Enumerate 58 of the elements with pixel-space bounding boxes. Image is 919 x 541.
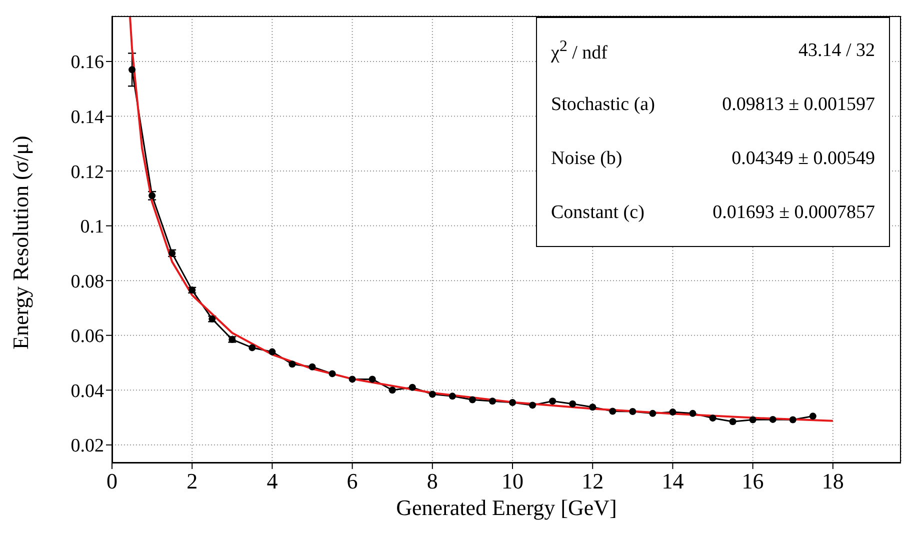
annotation: 0.09813 ± 0.001597 — [722, 94, 875, 116]
x-tick-label: 6 — [346, 468, 358, 494]
point — [569, 400, 576, 408]
point — [509, 398, 516, 406]
point — [729, 418, 736, 426]
point — [468, 396, 476, 404]
point — [589, 404, 596, 411]
x-tick-label: 4 — [266, 468, 278, 494]
annotation: Constant (c) — [551, 202, 644, 224]
x-tick-label: 16 — [742, 468, 764, 494]
x-tick-label: 18 — [822, 468, 844, 494]
point — [408, 384, 416, 391]
y-tick-label: 0.14 — [70, 106, 104, 128]
y-tick-label: 0.16 — [70, 52, 104, 74]
point — [368, 376, 376, 383]
point — [669, 408, 676, 416]
y-tick-label: 0.04 — [70, 380, 104, 402]
point — [549, 398, 556, 405]
point — [649, 410, 656, 417]
point — [709, 414, 716, 422]
point — [348, 376, 356, 383]
point — [609, 408, 616, 415]
point — [749, 416, 756, 424]
y-axis-title: Energy Resolution (σ/μ) — [8, 136, 33, 350]
point — [689, 410, 696, 417]
point — [268, 348, 276, 356]
point — [769, 416, 776, 423]
x-tick-label: 10 — [502, 468, 524, 494]
point — [629, 408, 636, 416]
y-tick-label: 0.12 — [70, 162, 104, 183]
y-tick-label: 0.1 — [80, 216, 104, 238]
x-tick-label: 12 — [582, 468, 604, 494]
y-tick-label: 0.06 — [70, 326, 104, 348]
point — [388, 386, 396, 394]
x-tick-label: 14 — [662, 468, 684, 494]
annotation: Stochastic (a) — [551, 94, 655, 116]
y-tick-label: 0.02 — [70, 436, 104, 457]
annotation: Noise (b) — [551, 148, 622, 170]
annotation: 0.01693 ± 0.0007857 — [712, 202, 875, 224]
point — [529, 402, 536, 409]
point — [488, 398, 496, 405]
point — [448, 392, 456, 400]
point — [288, 360, 296, 368]
x-axis-title: Generated Energy [GeV] — [396, 495, 617, 520]
annotation: 0.04349 ± 0.00549 — [732, 148, 875, 170]
point — [308, 363, 316, 370]
x-tick-label: 8 — [426, 468, 438, 494]
point — [328, 370, 336, 378]
point — [809, 412, 816, 420]
y-tick-label: 0.08 — [70, 271, 104, 292]
point — [789, 416, 796, 424]
point — [128, 66, 136, 74]
point — [428, 390, 436, 398]
annotation: 43.14 / 32 — [798, 40, 875, 62]
x-tick-label: 2 — [186, 468, 198, 494]
point — [248, 344, 256, 352]
annotation: χ$^{2}$ / ndf — [551, 38, 608, 64]
x-tick-label: 0 — [106, 468, 118, 494]
